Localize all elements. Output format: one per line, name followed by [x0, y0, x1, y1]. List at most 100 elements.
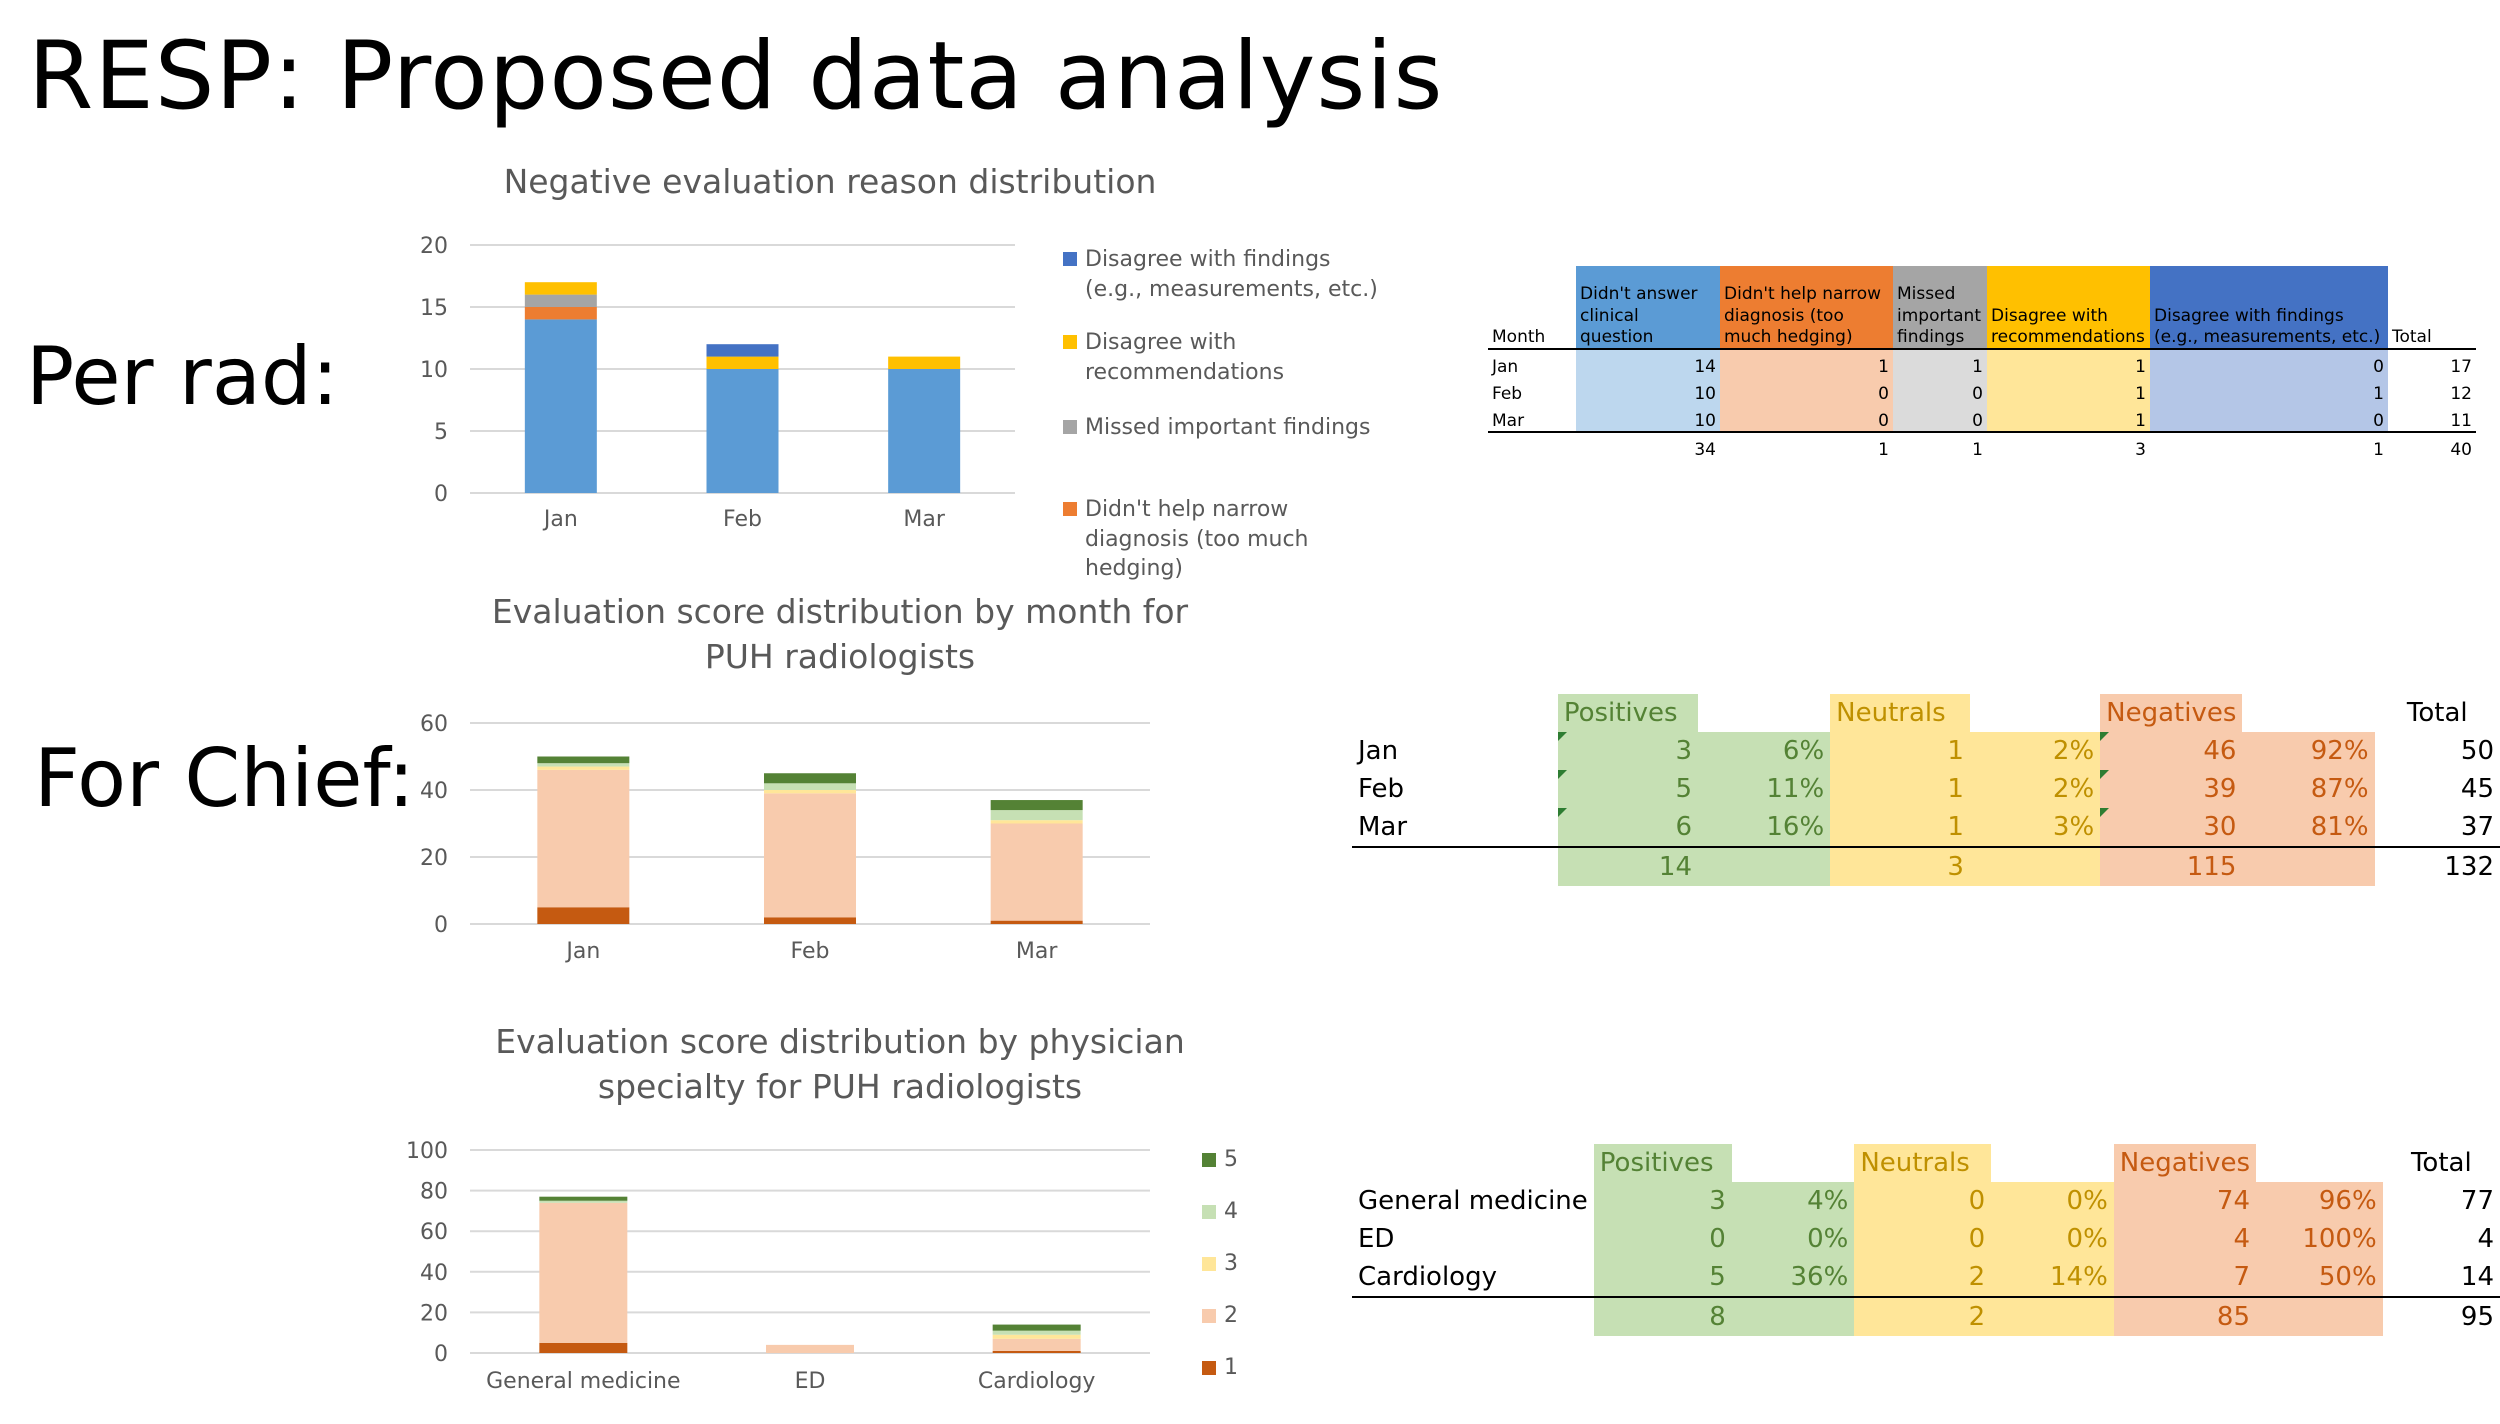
table-cell: ED	[1358, 1224, 1395, 1254]
x-tick-label: Jan	[564, 939, 600, 964]
bar-segment-jan-series-1	[524, 307, 597, 320]
table-cell: 0	[1720, 377, 1893, 404]
legend-label: Disagree with findings (e.g., measuremen…	[1085, 247, 1378, 302]
bar-segment-cardiology-series-2	[992, 1334, 1081, 1339]
legend-label: Disagree with recommendations	[1085, 330, 1285, 385]
bar-segment-feb-series-3	[706, 356, 779, 369]
table-cell: Mar	[1352, 808, 1558, 848]
total-cell	[2256, 1297, 2383, 1336]
chart1-title: Negative evaluation reason distribution	[503, 162, 1157, 201]
table-cell: Jan	[1358, 736, 1399, 766]
total-cell: 95	[2460, 1302, 2494, 1332]
table-cell: 16%	[1698, 808, 1831, 848]
table-row: Feb 10 0 0 1 1 12	[1488, 377, 2476, 404]
bar-segment-jan-series-3	[524, 282, 597, 295]
bar-segment-jan-series-0	[537, 907, 630, 924]
y-tick-label: 0	[434, 1342, 448, 1367]
table-cell: 87%	[2242, 770, 2375, 808]
legend-swatch	[1063, 252, 1077, 266]
table-cell: 4%	[1731, 1182, 1855, 1220]
bar-segment-mar-series-3	[990, 810, 1083, 821]
bar-segment-feb-series-0	[764, 917, 856, 924]
total-cell	[1698, 847, 1831, 886]
legend-label: Didn't help narrow diagnosis (too much h…	[1085, 497, 1309, 582]
table-cell: 12	[2450, 384, 2472, 404]
table-cell: 50	[2460, 736, 2494, 766]
table-cell: 0	[1893, 377, 1987, 404]
table-cell: 96%	[2256, 1182, 2383, 1220]
bar-segment-ed-series-1	[766, 1344, 854, 1353]
bar-segment-cardiology-series-3	[992, 1330, 1081, 1335]
chart3-svg: 0 20 40 60 80 100 General medicine ED Cardiology…	[406, 1139, 1238, 1394]
y-tick-label: 60	[420, 712, 448, 737]
total-cell: 34	[1694, 440, 1716, 460]
table-cell: 37	[2374, 808, 2500, 848]
legend-label: 1	[1224, 1355, 1238, 1380]
table-cell: Cardiology	[1352, 1258, 1594, 1298]
total-cell: 14	[1557, 847, 1698, 886]
legend-item-missed: Missed important findings	[1063, 413, 1370, 443]
totals-row: 34 1 1 3 1 40	[1488, 432, 2476, 460]
month-summary-table: Positives Neutrals Negatives Total Jan 3 6% 1 2%…	[1352, 694, 2500, 886]
table-cell: 6%	[1698, 732, 1831, 770]
table-row: ED 0 0% 0 0% 4 100% 4	[1352, 1220, 2500, 1258]
total-cell: 115	[2100, 847, 2243, 886]
chart2-svg: 0204060JanFebMar54321	[420, 712, 1150, 964]
bar-segment-jan-series-0	[524, 319, 597, 493]
table-cell: 100%	[2256, 1220, 2383, 1258]
y-tick-label: 60	[420, 1220, 448, 1245]
legend-swatch	[1202, 1257, 1216, 1271]
y-tick-label: 20	[420, 846, 448, 871]
table-cell: 0	[1893, 404, 1987, 432]
table-cell: 3%	[1969, 808, 2101, 848]
legend-label: 2	[1224, 1303, 1238, 1328]
table-cell: Mar	[1492, 411, 1525, 431]
table-cell: Jan	[1492, 357, 1519, 377]
table-cell: 1	[1893, 349, 1987, 377]
x-tick-label: Cardiology	[978, 1369, 1096, 1394]
x-tick-label: Feb	[791, 939, 830, 964]
table-cell: Feb	[1492, 384, 1523, 404]
header-cell	[1352, 1144, 1594, 1182]
x-tick-label: Feb	[723, 507, 762, 532]
table-cell: 0	[2150, 349, 2388, 377]
table-cell: 0	[1854, 1220, 1992, 1258]
y-tick-label: 20	[420, 234, 448, 259]
x-tick-label: General medicine	[486, 1369, 680, 1394]
legend-swatch	[1063, 420, 1077, 434]
bar-segment-general-medicine-series-4	[539, 1196, 628, 1201]
total-cell	[2242, 847, 2375, 886]
bar-segment-jan-series-3	[537, 763, 630, 767]
x-tick-label: Mar	[1016, 939, 1058, 964]
table-cell: 17	[2450, 357, 2472, 377]
table-cell: 10	[1576, 404, 1720, 432]
table-cell: 36%	[1731, 1258, 1855, 1298]
table-cell: 5	[1557, 770, 1698, 808]
total-cell	[1969, 847, 2101, 886]
total-cell	[1352, 847, 1558, 886]
bar-segment-feb-series-4	[706, 344, 779, 357]
legend-swatch	[1202, 1153, 1216, 1167]
header-cell	[1732, 1144, 1855, 1182]
total-cell: 1	[2373, 440, 2384, 460]
table-cell: 14%	[1991, 1258, 2114, 1298]
table-cell: 81%	[2242, 808, 2375, 848]
legend-item-disagree-recs: Disagree with recommendations	[1063, 328, 1305, 387]
table-cell: 45	[2460, 774, 2494, 804]
total-cell: 2	[1854, 1297, 1992, 1336]
header-cell: Negatives	[2100, 694, 2243, 732]
bar-segment-mar-series-1	[990, 823, 1083, 921]
legend-item-disagree-findings: Disagree with findings (e.g., measuremen…	[1063, 245, 1385, 304]
y-tick-label: 100	[406, 1139, 448, 1164]
bar-segment-jan-series-2	[537, 766, 630, 770]
table-cell: 5	[1593, 1258, 1732, 1298]
total-cell: 3	[1830, 847, 1970, 886]
reason-header-missed: Missed important findings	[1893, 266, 1987, 349]
header-cell: Neutrals	[1854, 1144, 1992, 1182]
bar-segment-jan-series-4	[537, 756, 630, 764]
total-cell: 132	[2444, 852, 2494, 882]
table-cell: 0	[1593, 1220, 1732, 1258]
bar-segment-jan-series-1	[537, 769, 630, 908]
header-row: Positives Neutrals Negatives Total	[1352, 694, 2500, 732]
legend-swatch	[1202, 1309, 1216, 1323]
